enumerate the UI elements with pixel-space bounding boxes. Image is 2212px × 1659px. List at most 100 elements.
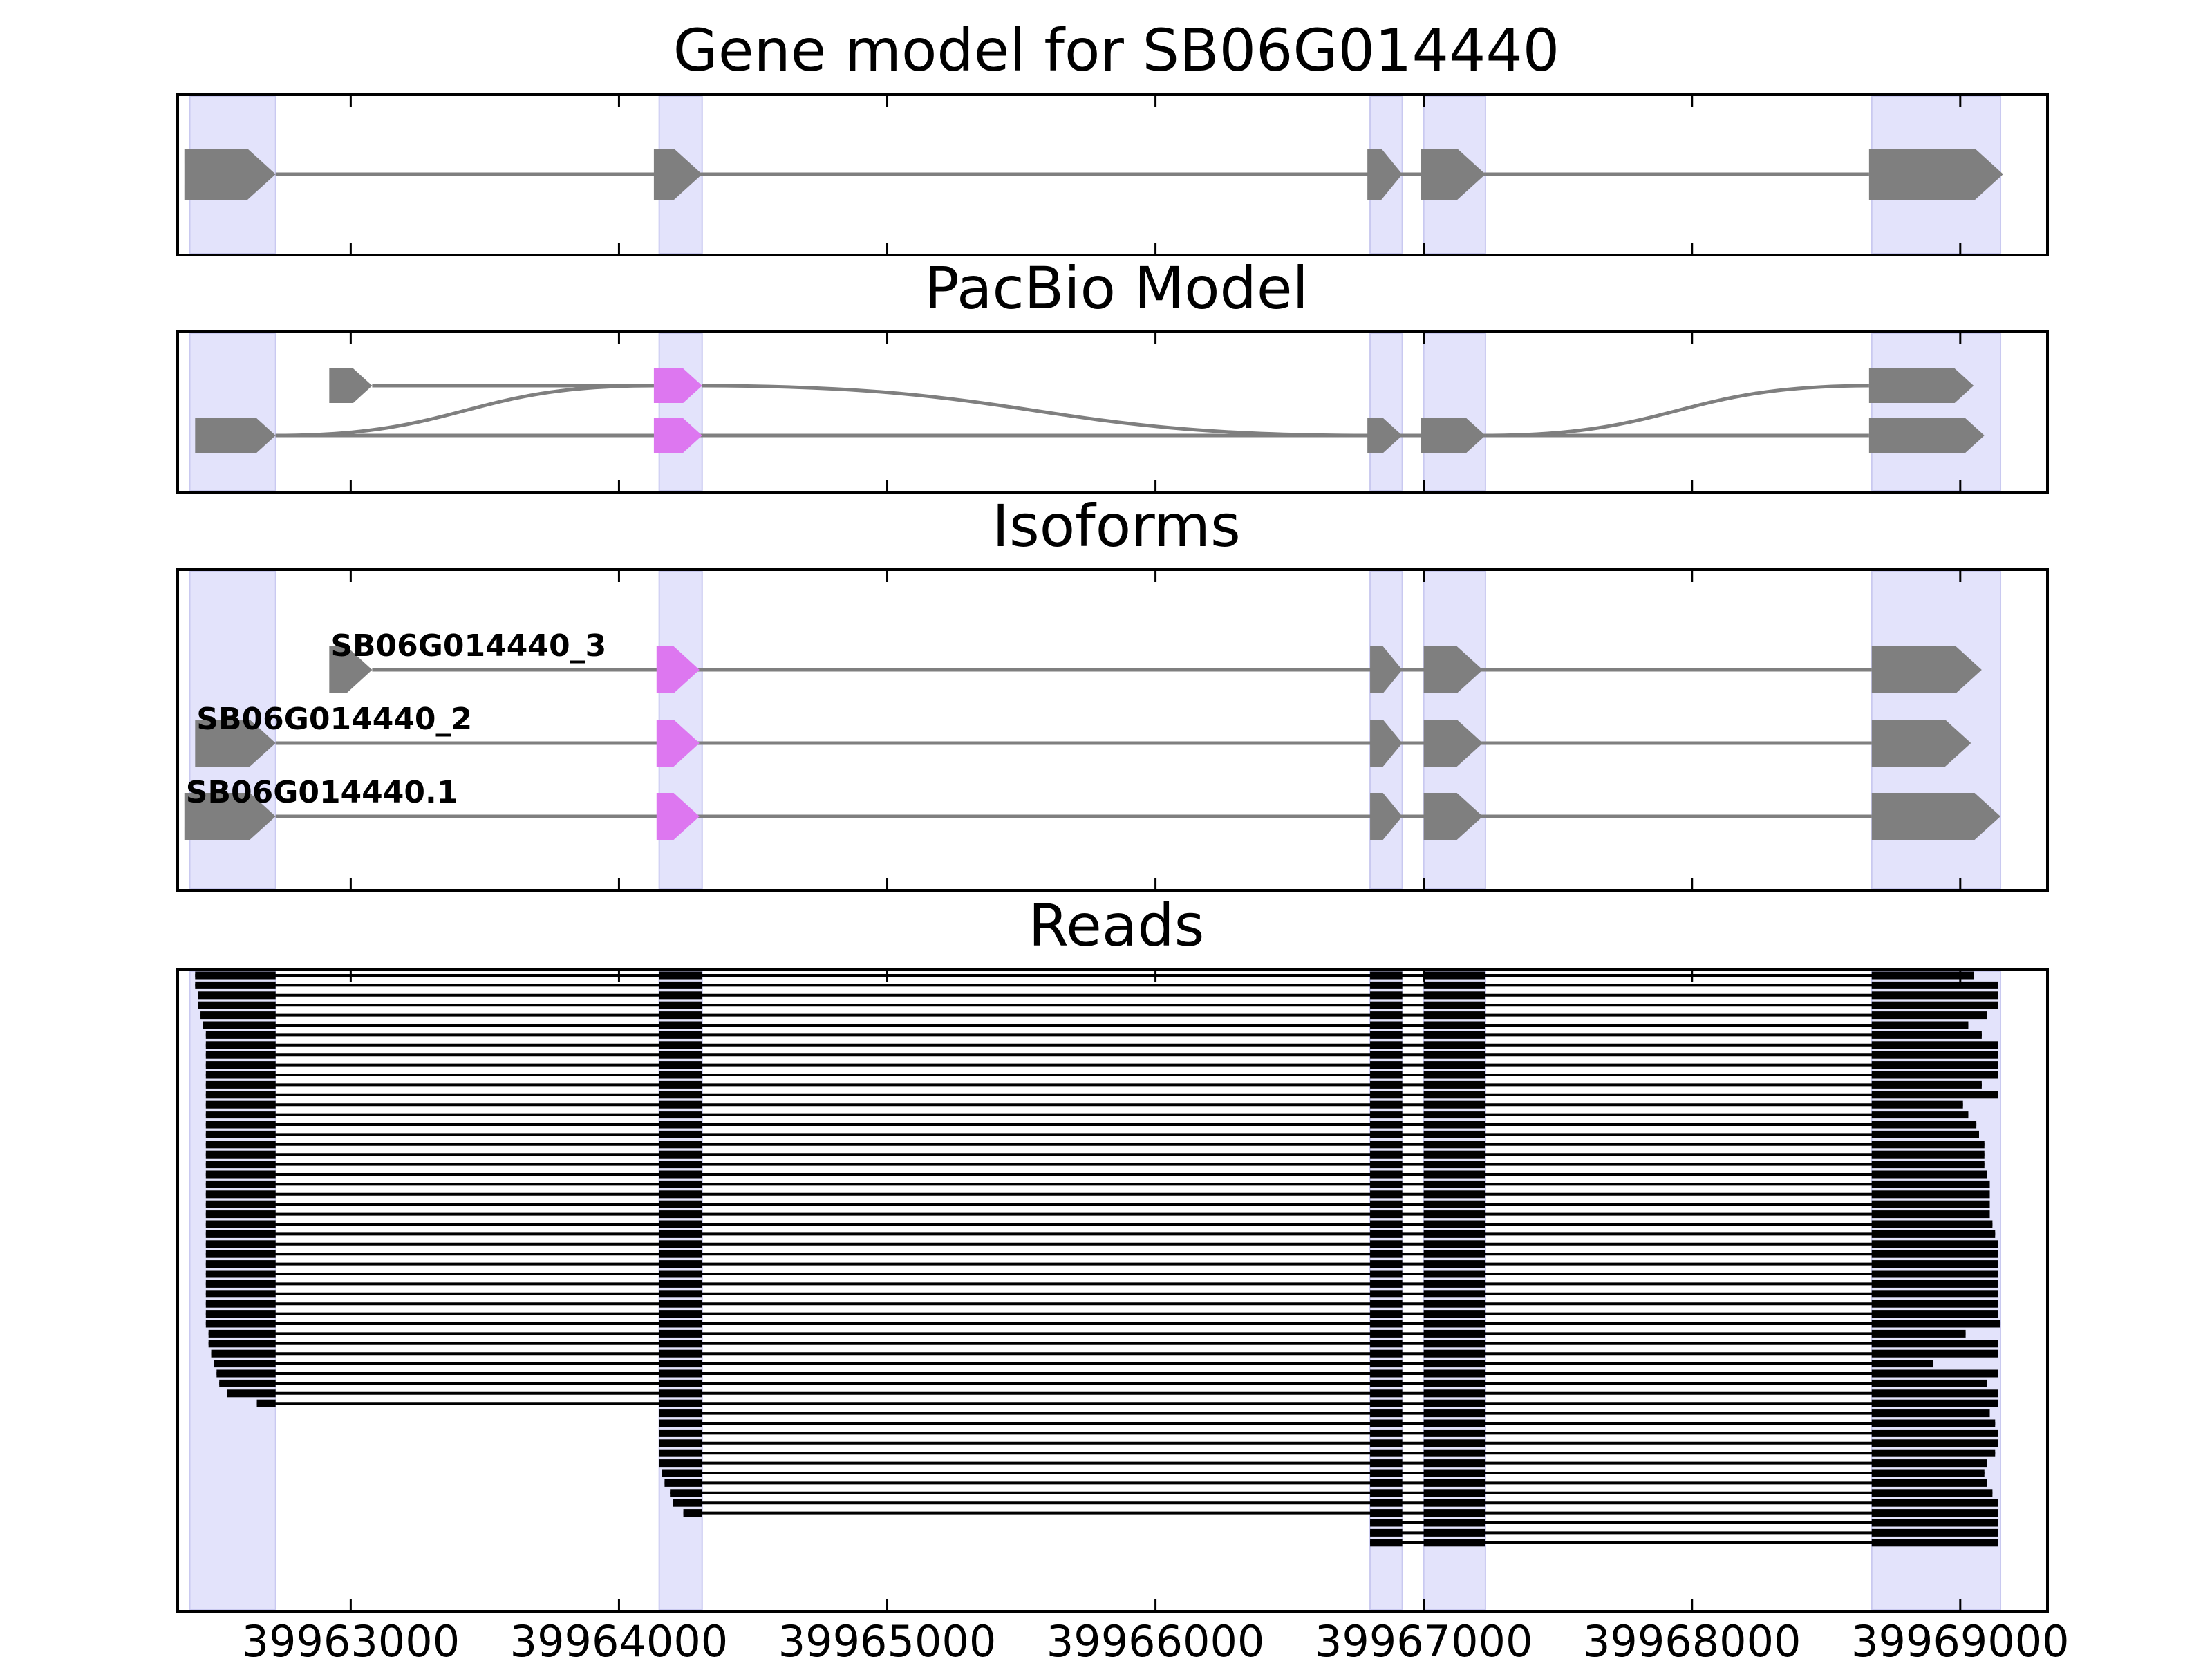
read-block	[1871, 1300, 1998, 1308]
read-block	[1423, 971, 1485, 980]
read-block	[1423, 1250, 1485, 1258]
read-block	[1370, 1300, 1403, 1308]
read-block	[1370, 1180, 1403, 1188]
read	[205, 1240, 1998, 1248]
read-block	[659, 1150, 702, 1159]
axes-frame	[176, 330, 2049, 494]
read-block	[1871, 1329, 1966, 1338]
read	[208, 1340, 1998, 1348]
read-block	[1370, 1011, 1403, 1020]
axes-frame	[176, 93, 2049, 256]
read-block	[1423, 1290, 1485, 1298]
isoform-label: SB06G014440_3	[330, 628, 606, 664]
read-block	[1871, 1379, 1987, 1387]
read-block	[1871, 1320, 2001, 1328]
read	[195, 981, 1998, 989]
read-block	[1423, 1041, 1485, 1049]
read	[205, 1141, 1985, 1149]
exon-arrow	[195, 418, 276, 453]
read-block	[205, 1200, 276, 1208]
read-block	[659, 1001, 702, 1009]
read-block	[205, 1180, 276, 1188]
read-block	[1871, 1340, 1998, 1348]
read-block	[1423, 1300, 1485, 1308]
read-block	[659, 1429, 702, 1437]
exon-arrow	[195, 720, 276, 767]
x-tick-label: 39965000	[778, 1616, 997, 1659]
read-block	[1370, 1459, 1403, 1468]
read	[256, 1399, 1998, 1407]
read-block	[1423, 1240, 1485, 1248]
read-block	[1423, 1459, 1485, 1468]
read-block	[1871, 1528, 1998, 1537]
read-block	[1370, 1310, 1403, 1318]
read-block	[1423, 1409, 1485, 1418]
read	[205, 1230, 1996, 1238]
read-block	[205, 1300, 276, 1308]
read-block	[1370, 1509, 1403, 1517]
read	[205, 1190, 1990, 1199]
read-block	[683, 1509, 702, 1517]
read-block	[659, 1071, 702, 1079]
read	[205, 1260, 1998, 1268]
read-block	[1423, 1360, 1485, 1368]
read-block	[659, 1409, 702, 1418]
read	[205, 1150, 1985, 1159]
read-block	[208, 1329, 276, 1338]
read-block	[1423, 1220, 1485, 1228]
read	[195, 971, 1974, 980]
read	[1370, 1519, 1998, 1527]
read-block	[1370, 1260, 1403, 1268]
intron-connector	[1485, 384, 1869, 438]
read-block	[1370, 1141, 1403, 1149]
read	[205, 1080, 1982, 1089]
read-block	[205, 1051, 276, 1059]
read-block	[1423, 1161, 1485, 1169]
read-block	[659, 1141, 702, 1149]
exon-arrow	[1423, 646, 1483, 693]
read-block	[205, 1130, 276, 1138]
read-block	[1370, 1190, 1403, 1199]
read-block	[1423, 1469, 1485, 1477]
read-block	[1423, 1509, 1485, 1517]
read-block	[1423, 1270, 1485, 1278]
read-block	[1423, 1320, 1485, 1328]
read-block	[205, 1041, 276, 1049]
read-block	[1871, 991, 1998, 1000]
read-block	[659, 1130, 702, 1138]
read-block	[1423, 1429, 1485, 1437]
read-block	[1871, 1389, 1998, 1398]
read-block	[1871, 1150, 1985, 1159]
read-block	[1423, 1091, 1485, 1099]
panel-pacbio-model: PacBio Model	[176, 254, 2049, 494]
read-block	[1871, 1349, 1998, 1358]
read-block	[1370, 1121, 1403, 1129]
read	[198, 1001, 1998, 1009]
read	[205, 1111, 1969, 1119]
read	[659, 1419, 1996, 1427]
read-block	[1423, 1389, 1485, 1398]
read-block	[1871, 1031, 1982, 1039]
read-block	[1871, 1429, 1998, 1437]
read-block	[211, 1349, 276, 1358]
read-block	[203, 1021, 276, 1029]
read-block	[1423, 1031, 1485, 1039]
read-block	[659, 1270, 702, 1278]
read-block	[1423, 1080, 1485, 1089]
read	[205, 1041, 1998, 1049]
read-block	[1423, 1011, 1485, 1020]
read	[205, 1091, 1998, 1099]
read-block	[1370, 1250, 1403, 1258]
read-block	[1370, 1031, 1403, 1039]
read-block	[659, 1011, 702, 1020]
read-block	[1423, 1180, 1485, 1188]
read-block	[214, 1360, 276, 1368]
read-block	[1423, 1399, 1485, 1407]
plot-area: SB06G014440_3 SB06G014440_2 SB06G014440.1	[184, 570, 2002, 890]
read-block	[1370, 1240, 1403, 1248]
exon-region-shading	[189, 332, 276, 491]
read	[205, 1210, 1990, 1219]
read-block	[1370, 1349, 1403, 1358]
read-block	[219, 1379, 276, 1387]
plot-area	[189, 971, 2002, 1611]
